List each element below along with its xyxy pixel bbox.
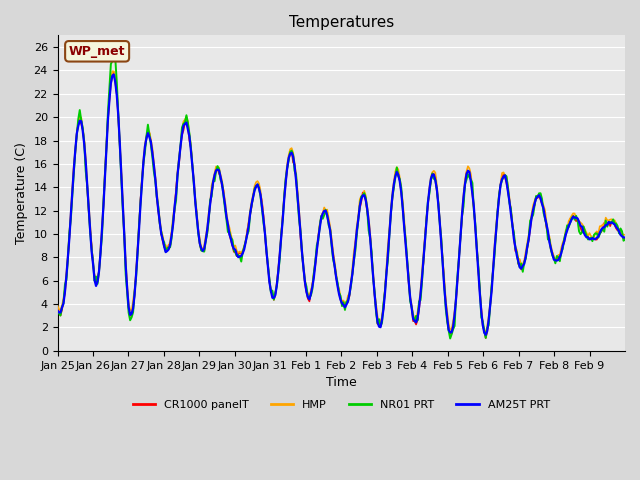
HMP [109, 68, 116, 74]
AM25T PRT [54, 308, 61, 313]
HMP [621, 232, 629, 238]
CR1000 panelT [73, 131, 81, 136]
HMP [73, 131, 81, 137]
NR01 PRT [621, 237, 629, 242]
AM25T PRT [110, 72, 118, 77]
AM25T PRT [460, 194, 467, 200]
Line: AM25T PRT: AM25T PRT [58, 74, 625, 335]
HMP [54, 302, 61, 308]
Title: Temperatures: Temperatures [289, 15, 394, 30]
NR01 PRT [461, 181, 469, 187]
CR1000 panelT [347, 280, 355, 286]
AM25T PRT [482, 332, 490, 338]
CR1000 panelT [621, 237, 629, 242]
NR01 PRT [446, 336, 454, 341]
CR1000 panelT [545, 237, 553, 243]
HMP [482, 331, 490, 336]
CR1000 panelT [460, 197, 467, 203]
CR1000 panelT [620, 236, 627, 241]
Line: CR1000 panelT: CR1000 panelT [58, 72, 625, 338]
NR01 PRT [73, 132, 81, 137]
AM25T PRT [91, 277, 99, 283]
AM25T PRT [73, 131, 81, 136]
Line: HMP: HMP [58, 71, 625, 334]
HMP [460, 192, 467, 198]
AM25T PRT [347, 281, 355, 287]
HMP [347, 280, 355, 286]
Text: WP_met: WP_met [69, 45, 125, 58]
AM25T PRT [545, 240, 553, 245]
CR1000 panelT [91, 273, 99, 279]
X-axis label: Time: Time [326, 376, 356, 389]
NR01 PRT [54, 309, 61, 314]
HMP [545, 234, 553, 240]
AM25T PRT [620, 235, 627, 240]
AM25T PRT [621, 235, 629, 240]
CR1000 panelT [110, 70, 118, 75]
NR01 PRT [91, 278, 99, 284]
CR1000 panelT [54, 305, 61, 311]
HMP [91, 274, 99, 279]
Legend: CR1000 panelT, HMP, NR01 PRT, AM25T PRT: CR1000 panelT, HMP, NR01 PRT, AM25T PRT [129, 396, 554, 415]
NR01 PRT [110, 53, 118, 59]
NR01 PRT [347, 284, 355, 289]
NR01 PRT [620, 238, 627, 243]
Y-axis label: Temperature (C): Temperature (C) [15, 142, 28, 244]
HMP [620, 232, 627, 238]
Line: NR01 PRT: NR01 PRT [58, 56, 625, 338]
CR1000 panelT [482, 335, 490, 341]
NR01 PRT [545, 236, 553, 242]
